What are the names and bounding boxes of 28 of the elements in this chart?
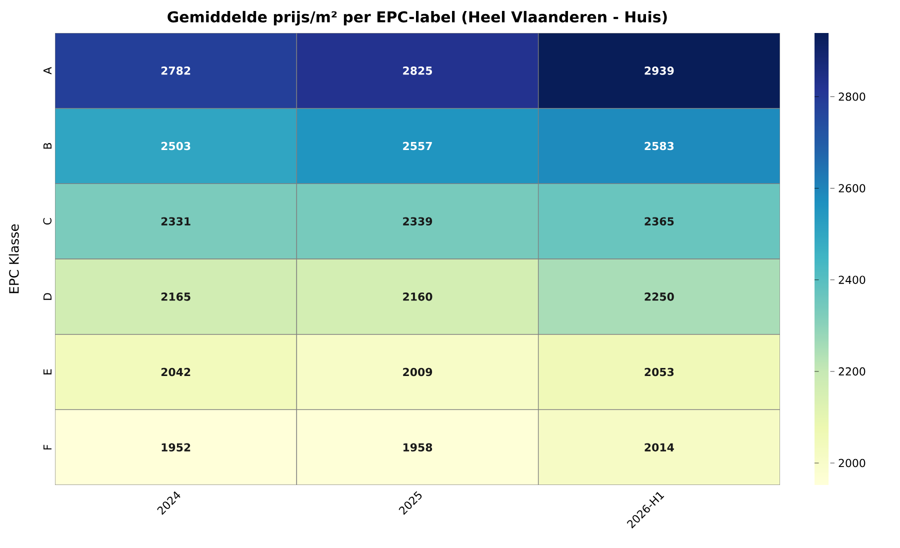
color-bar-label: 2400	[838, 276, 866, 284]
data-label: 1958	[403, 443, 432, 452]
y-tick-label: F	[43, 444, 52, 450]
color-bar-label: 2000	[838, 458, 866, 468]
data-label: 2165	[161, 292, 190, 301]
data-label: 2939	[644, 66, 674, 75]
data-label: 2365	[644, 217, 674, 226]
data-label: 2339	[403, 217, 432, 226]
data-label: 2583	[644, 142, 674, 150]
y-tick-label: A	[43, 67, 52, 74]
data-label: 2331	[161, 217, 190, 226]
data-label: 2160	[403, 292, 432, 301]
data-label: 2250	[644, 292, 674, 301]
data-label: 2009	[403, 368, 432, 376]
y-axis-title: EPC Klasse	[8, 224, 19, 294]
data-label: 2053	[644, 368, 674, 376]
data-label: 2014	[644, 443, 674, 452]
y-tick-label: E	[43, 369, 52, 374]
y-tick-label: D	[43, 293, 52, 300]
y-tick-label: C	[43, 218, 52, 225]
data-label: 2825	[403, 66, 432, 75]
data-label: 2782	[161, 66, 190, 75]
chart-title: Gemiddelde prijs/m² per EPC-label (Heel Vlaanderen - Huis)	[168, 10, 667, 26]
color-bar-label: 2200	[838, 367, 866, 376]
color-bar-label: 2600	[838, 184, 866, 192]
color-bar-label: 2800	[838, 92, 866, 101]
data-label: 2557	[403, 142, 432, 150]
y-tick-label: B	[43, 143, 52, 149]
